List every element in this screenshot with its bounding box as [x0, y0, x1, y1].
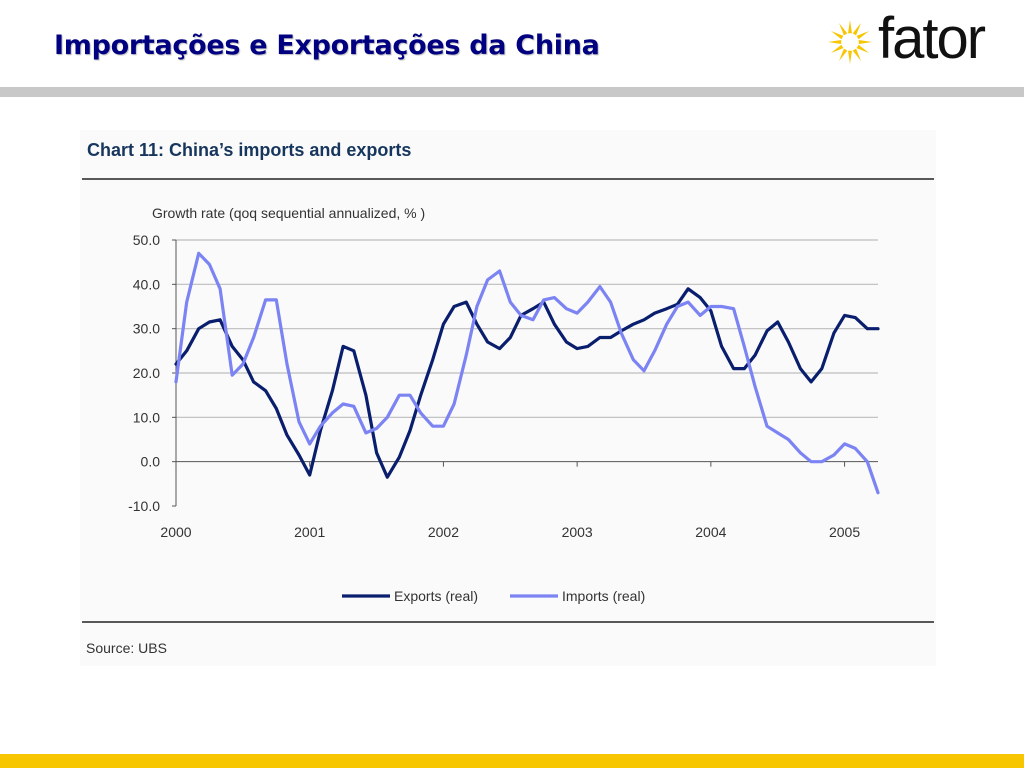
y-tick-label: 40.0 [133, 276, 160, 292]
star-ray [828, 40, 842, 44]
star-ray [839, 22, 848, 36]
imports-series-line [174, 251, 880, 495]
star-ray [852, 48, 861, 62]
y-tick-label: 20.0 [133, 365, 160, 381]
y-tick-label: -10.0 [128, 498, 160, 514]
x-tick-label: 2002 [428, 524, 459, 540]
logo-text: fator [878, 6, 986, 71]
chart-source: Source: UBS [86, 640, 167, 656]
y-tick-label: 0.0 [141, 454, 161, 470]
star-ray [839, 48, 848, 62]
chart-title: Chart 11: China’s imports and exports [87, 140, 412, 160]
slide-title: Importações e Exportações da China [54, 30, 600, 61]
star-ray [858, 40, 872, 44]
star-ray [848, 20, 852, 34]
x-tick-label: 2001 [294, 524, 325, 540]
star-ray [856, 44, 870, 53]
y-axis-label: Growth rate (qoq sequential annualized, … [152, 205, 425, 221]
legend-label: Imports (real) [562, 588, 645, 604]
star-ray [856, 31, 870, 40]
y-tick-label: 30.0 [133, 321, 160, 337]
x-tick-label: 2004 [695, 524, 726, 540]
sun-star-icon [828, 20, 872, 64]
x-tick-label: 2000 [160, 524, 191, 540]
star-ray [852, 22, 861, 36]
x-tick-label: 2005 [829, 524, 860, 540]
x-tick-label: 2003 [562, 524, 593, 540]
footer-bar [0, 754, 1024, 768]
legend-label: Exports (real) [394, 588, 478, 604]
star-ray [830, 44, 844, 53]
y-tick-label: 50.0 [133, 232, 160, 248]
fator-logo: fator [826, 6, 1016, 74]
title-divider [0, 87, 1024, 97]
y-tick-label: 10.0 [133, 409, 160, 425]
star-ray [830, 31, 844, 40]
exports-series-line [174, 287, 880, 479]
star-ray [848, 50, 852, 64]
chart-panel [80, 130, 936, 666]
